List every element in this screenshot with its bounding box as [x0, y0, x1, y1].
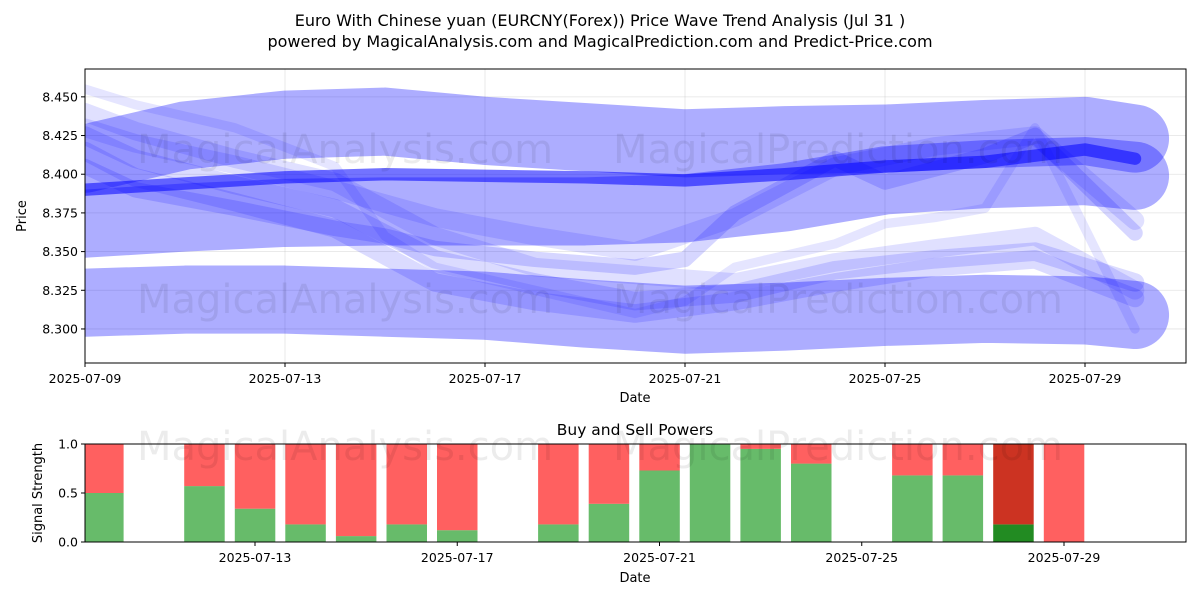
price-y-tick-label: 8.400: [42, 167, 78, 182]
signal-x-ticks: 2025-07-13 2025-07-17 2025-07-21 2025-07-25…: [219, 542, 1101, 565]
buy-power-bar: [942, 475, 984, 542]
signal-chart-title: Buy and Sell Powers: [557, 421, 714, 439]
watermark-mid-right: MagicalPrediction.com: [613, 277, 1063, 323]
price-x-tick-label: 2025-07-21: [649, 371, 722, 386]
sell-power-bar: [791, 444, 832, 464]
price-y-tick-label: 8.350: [42, 244, 78, 259]
price-x-label: Date: [619, 391, 650, 406]
sell-power-bar: [386, 444, 427, 525]
buy-power-bar: [386, 524, 427, 542]
price-wave-band: [85, 141, 1145, 323]
sell-power-bar: [639, 444, 680, 471]
price-x-tick-label: 2025-07-29: [1049, 371, 1122, 386]
buy-power-bar: [85, 493, 124, 542]
buy-power-bar: [184, 486, 225, 542]
buy-power-bar: [639, 470, 680, 542]
watermark-top-right: MagicalPrediction.com: [613, 127, 1063, 173]
price-wave-band: [85, 265, 1170, 354]
price-x-tick-label: 2025-07-17: [449, 371, 522, 386]
sell-power-bar: [184, 444, 225, 487]
sell-power-bar: [85, 444, 124, 493]
price-y-ticks: 8.300 8.325 8.350 8.375 8.400 8.425 8.450: [42, 89, 85, 336]
price-wave-bands: [85, 84, 1170, 354]
buy-power-bar: [740, 448, 781, 542]
watermark-mid-left: MagicalAnalysis.com: [137, 277, 553, 323]
buy-power-bar: [588, 503, 630, 542]
buy-power-bar: [689, 444, 731, 542]
price-y-tick-label: 8.425: [42, 128, 78, 143]
buy-power-bar: [285, 524, 326, 542]
buy-power-bar: [892, 475, 933, 542]
buy-power-bar: [538, 524, 579, 542]
price-wave-band: [85, 84, 1140, 334]
price-y-tick-label: 8.375: [42, 205, 78, 220]
signal-x-tick-label: 2025-07-17: [421, 550, 494, 565]
price-y-tick-label: 8.450: [42, 89, 78, 104]
signal-y-tick-label: 1.0: [58, 437, 78, 452]
price-y-tick-label: 8.325: [42, 283, 78, 298]
sell-power-bar: [335, 444, 377, 537]
sell-power-bar: [538, 444, 579, 525]
price-wave-band: [85, 143, 1142, 196]
signal-x-tick-label: 2025-07-13: [219, 550, 292, 565]
watermark-bottom-left: MagicalAnalysis.com: [137, 424, 553, 470]
signal-bars: [85, 444, 1085, 542]
price-wave-band: [85, 87, 1170, 193]
signal-x-label: Date: [619, 571, 650, 586]
price-wave-band: [85, 137, 1170, 258]
signal-x-tick-label: 2025-07-29: [1028, 550, 1101, 565]
figure-title-line1: Euro With Chinese yuan (EURCNY(Forex)) P…: [295, 11, 906, 30]
sell-power-bar: [285, 444, 326, 525]
signal-y-tick-label: 0.5: [58, 486, 78, 501]
buy-power-bar: [234, 508, 276, 542]
price-y-tick-label: 8.300: [42, 321, 78, 336]
signal-y-ticks: 0.0 0.5 1.0: [58, 437, 85, 550]
sell-power-bar: [942, 444, 984, 476]
buy-power-bar: [437, 530, 478, 542]
price-wave-band: [85, 127, 1143, 275]
figure-title-line2: powered by MagicalAnalysis.com and Magic…: [267, 32, 932, 51]
price-wave-band: [85, 118, 1145, 261]
signal-y-label: Signal Strength: [31, 443, 46, 543]
buy-power-bar: [791, 463, 832, 542]
sell-power-bar: [892, 444, 933, 476]
price-y-label: Price: [15, 200, 30, 232]
buy-power-bar: [993, 524, 1034, 542]
sell-power-bar: [588, 444, 630, 504]
signal-x-tick-label: 2025-07-21: [623, 550, 696, 565]
watermark-top-left: MagicalAnalysis.com: [137, 127, 553, 173]
price-x-ticks: 2025-07-09 2025-07-13 2025-07-17 2025-07-21…: [49, 363, 1122, 386]
sell-power-bar: [993, 444, 1034, 525]
sell-power-bar: [1043, 444, 1085, 542]
price-wave-band: [85, 103, 1145, 300]
sell-power-bar: [740, 444, 781, 449]
price-x-tick-label: 2025-07-13: [249, 371, 322, 386]
price-plot-frame: [84, 68, 1187, 364]
sell-power-bar: [234, 444, 276, 509]
watermark-bottom-right: MagicalPrediction.com: [613, 424, 1063, 470]
sell-power-bar: [437, 444, 478, 531]
signal-x-tick-label: 2025-07-25: [825, 550, 898, 565]
price-x-tick-label: 2025-07-25: [849, 371, 922, 386]
price-x-tick-label: 2025-07-09: [49, 371, 122, 386]
price-wave-band: [85, 126, 1145, 311]
buy-power-bar: [335, 536, 377, 542]
signal-y-tick-label: 0.0: [58, 535, 78, 550]
